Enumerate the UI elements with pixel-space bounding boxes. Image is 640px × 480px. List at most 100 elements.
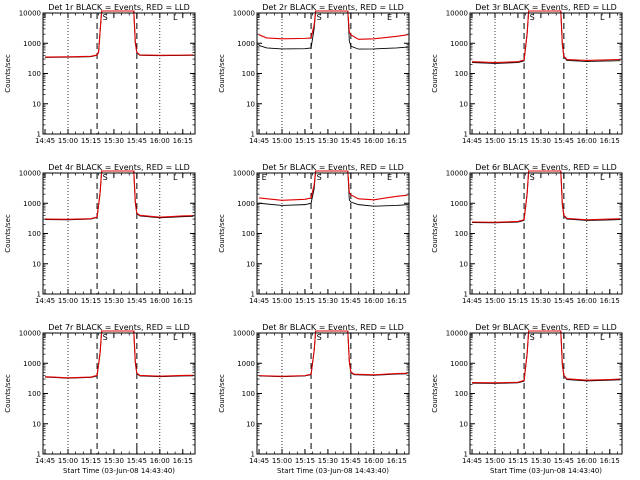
annotation-label: S [317, 333, 322, 342]
x-axis-label: Start Time (03-Jun-08 14:43:40) [490, 467, 602, 475]
y-tick-label: 1000 [450, 360, 468, 368]
x-tick-label: 16:15 [600, 137, 620, 145]
series-line-lld [45, 10, 194, 58]
y-tick-label: 1000 [237, 40, 255, 48]
x-tick-label: 15:30 [531, 457, 551, 465]
y-tick-label: 10 [459, 260, 468, 268]
y-axis-label: Counts/sec [4, 214, 12, 253]
plot-frame [469, 172, 623, 295]
x-tick-label: 15:15 [81, 457, 101, 465]
annotation-label: S [103, 13, 108, 22]
chart-title: Det 2r BLACK = Events, RED = LLD [262, 3, 404, 12]
x-tick-label: 16:00 [150, 137, 170, 145]
x-tick-label: 16:00 [364, 297, 384, 305]
y-tick-label: 10000 [19, 170, 41, 178]
x-tick-label: 15:30 [104, 297, 124, 305]
series-line-lld [472, 330, 621, 384]
y-tick-label: 1000 [237, 360, 255, 368]
x-tick-label: 15:15 [508, 297, 528, 305]
x-tick-label: 16:00 [577, 297, 597, 305]
x-tick-label: 16:00 [577, 137, 597, 145]
y-axis-label: Counts/sec [431, 214, 439, 253]
x-tick-label: 16:00 [150, 457, 170, 465]
y-axis-label: Counts/sec [218, 54, 226, 93]
y-tick-label: 1 [251, 131, 255, 139]
y-tick-label: 10000 [446, 10, 468, 18]
annotation-label: L [173, 333, 178, 342]
y-axis-label: Counts/sec [218, 374, 226, 413]
y-tick-label: 10000 [233, 170, 255, 178]
annotation-label: L [600, 13, 605, 22]
x-tick-label: 15:15 [81, 137, 101, 145]
plot-frame [256, 12, 410, 135]
x-tick-label: 15:30 [104, 457, 124, 465]
x-tick-label: 15:30 [104, 137, 124, 145]
y-tick-label: 1 [251, 291, 255, 299]
y-tick-label: 1000 [237, 200, 255, 208]
y-tick-label: 10000 [19, 10, 41, 18]
plot-frame [42, 172, 196, 295]
x-tick-label: 15:45 [127, 137, 147, 145]
x-tick-label: 16:15 [173, 297, 193, 305]
x-tick-label: 15:15 [295, 137, 315, 145]
annotation-label: L [600, 173, 605, 182]
y-tick-label: 100 [455, 70, 468, 78]
annotation-label: L [173, 173, 178, 182]
annotation-label: S [317, 173, 322, 182]
y-axis-label: Counts/sec [431, 54, 439, 93]
y-tick-label: 1000 [450, 200, 468, 208]
y-tick-label: 10 [32, 260, 41, 268]
annotation-label: L [387, 333, 392, 342]
annotation-label: L [173, 13, 178, 22]
y-axis-label: Counts/sec [4, 374, 12, 413]
x-tick-label: 16:00 [364, 457, 384, 465]
plot-frame [42, 332, 196, 455]
y-tick-label: 10 [459, 100, 468, 108]
y-tick-label: 10000 [446, 330, 468, 338]
series-line-events [259, 330, 408, 378]
x-tick-label: 14:45 [462, 297, 482, 305]
y-tick-label: 100 [242, 230, 255, 238]
x-tick-label: 16:15 [387, 137, 407, 145]
x-tick-label: 15:00 [272, 457, 292, 465]
plot-frame [469, 332, 623, 455]
x-tick-label: 15:00 [485, 297, 505, 305]
y-tick-label: 1 [37, 131, 41, 139]
annotation-label: S [103, 333, 108, 342]
x-tick-label: 15:30 [318, 297, 338, 305]
x-axis-label: Start Time (03-Jun-08 14:43:40) [63, 467, 175, 475]
series-line-lld [259, 330, 408, 377]
x-tick-label: 15:30 [531, 297, 551, 305]
y-tick-label: 10 [246, 260, 255, 268]
x-tick-label: 14:45 [249, 297, 269, 305]
annotation-label: S [317, 13, 322, 22]
annotation-label: S [530, 173, 535, 182]
y-tick-label: 1000 [23, 40, 41, 48]
chart-title: Det 1r BLACK = Events, RED = LLD [48, 3, 190, 12]
y-tick-label: 1000 [23, 200, 41, 208]
chart-title: Det 9r BLACK = Events, RED = LLD [475, 323, 617, 332]
x-tick-label: 16:15 [173, 137, 193, 145]
x-tick-label: 15:15 [295, 297, 315, 305]
chart-panel: Det 6r BLACK = Events, RED = LLD Counts/s… [431, 163, 623, 305]
x-tick-label: 16:15 [387, 457, 407, 465]
y-tick-label: 100 [455, 390, 468, 398]
series-line-events [258, 10, 408, 50]
x-tick-label: 14:45 [249, 457, 269, 465]
series-line-events [45, 170, 194, 221]
x-tick-label: 15:00 [485, 137, 505, 145]
x-tick-label: 14:45 [249, 137, 269, 145]
annotation-label: L [600, 333, 605, 342]
chart-title: Det 7r BLACK = Events, RED = LLD [48, 323, 190, 332]
chart-panel: Det 1r BLACK = Events, RED = LLD Counts/s… [4, 3, 196, 145]
y-tick-label: 10 [32, 100, 41, 108]
x-tick-label: 15:45 [554, 297, 574, 305]
chart-panel: Det 8r BLACK = Events, RED = LLD Counts/s… [218, 323, 410, 475]
series-line-events [472, 330, 621, 384]
chart-title: Det 3r BLACK = Events, RED = LLD [475, 3, 617, 12]
y-tick-label: 1000 [450, 40, 468, 48]
y-tick-label: 10000 [446, 170, 468, 178]
chart-title: Det 6r BLACK = Events, RED = LLD [475, 163, 617, 172]
series-line-events [472, 170, 621, 224]
